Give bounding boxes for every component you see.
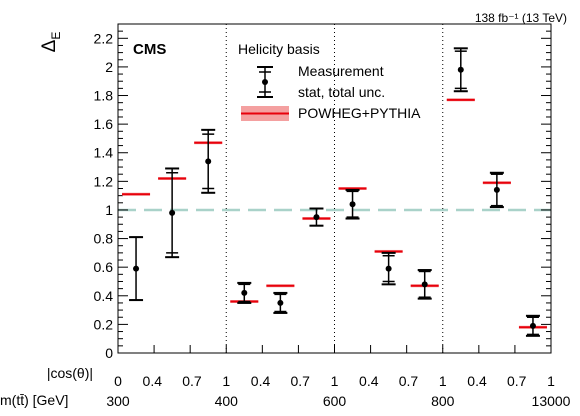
x-axis: |cos(θ)| 0 0.4 0.7 1 0.4 0.7 1 0.4 0.7 1 0.4 0.7 1 m(t… bbox=[0, 345, 571, 409]
x-cos-tick-label: 1 bbox=[439, 373, 447, 389]
y-tick-label: 1 bbox=[105, 202, 113, 218]
x-cos-tick-label: 0.7 bbox=[182, 373, 202, 389]
x-cos-tick-label: 0.4 bbox=[251, 373, 271, 389]
x-row-cos-label: |cos(θ)| bbox=[47, 365, 93, 381]
x-cos-tick-label: 1 bbox=[547, 373, 555, 389]
y-tick-label: 0.6 bbox=[94, 259, 114, 275]
measurement-point bbox=[169, 209, 176, 216]
x-cos-tick-label: 0.4 bbox=[467, 373, 487, 389]
legend-prediction-marker bbox=[241, 106, 289, 121]
legend-measurement-sublabel: stat, total unc. bbox=[298, 84, 385, 100]
measurement-point bbox=[493, 186, 500, 193]
y-tick-label: 1.2 bbox=[94, 173, 114, 189]
measurement-point bbox=[205, 158, 212, 165]
x-cos-tick-label: 0 bbox=[114, 373, 122, 389]
basis-label: Helicity basis bbox=[238, 41, 320, 57]
x-cos-tick-label: 0.4 bbox=[359, 373, 379, 389]
y-tick-label: 0 bbox=[105, 345, 113, 361]
legend: Measurement stat, total unc. POWHEG+PYTH… bbox=[241, 63, 421, 121]
x-mass-tick-label: 600 bbox=[323, 393, 347, 409]
x-cos-tick-label: 1 bbox=[222, 373, 230, 389]
legend-measurement-marker bbox=[257, 66, 273, 98]
y-axis-label: ΔE bbox=[39, 32, 63, 53]
y-tick-label: 2 bbox=[105, 59, 113, 75]
x-mass-tick-label: 400 bbox=[215, 393, 239, 409]
x-cos-tick-label: 0.7 bbox=[290, 373, 310, 389]
measurement-point bbox=[349, 201, 356, 208]
y-tick-label: 0.8 bbox=[94, 231, 114, 247]
measurement-point bbox=[313, 214, 320, 221]
y-axis: 0 0.2 0.4 0.6 0.8 1 1.2 1.4 1.6 1.8 2 2.2 bbox=[94, 30, 551, 361]
measurement-points bbox=[129, 47, 540, 337]
measurement-point bbox=[133, 265, 140, 272]
y-tick-label: 1.4 bbox=[94, 145, 114, 161]
measurement-point bbox=[457, 66, 464, 73]
x-cos-tick-label: 1 bbox=[331, 373, 339, 389]
measurement-point bbox=[421, 281, 428, 288]
y-tick-label: 1.6 bbox=[94, 116, 114, 132]
measurement-point bbox=[385, 265, 392, 272]
x-mass-tick-label: 300 bbox=[106, 393, 130, 409]
y-tick-label: 0.2 bbox=[94, 316, 114, 332]
y-tick-label: 2.2 bbox=[94, 30, 114, 46]
measurement-point bbox=[241, 289, 248, 296]
x-cos-tick-label: 0.7 bbox=[399, 373, 419, 389]
x-mass-tick-label: 800 bbox=[431, 393, 455, 409]
x-mass-tick-label: 13000 bbox=[532, 393, 571, 409]
lumi-label: 138 fb⁻¹ (13 TeV) bbox=[475, 11, 567, 25]
measurement-point bbox=[529, 322, 536, 329]
cms-label: CMS bbox=[133, 41, 166, 58]
x-row-mass-label: m(tt̄) [GeV] bbox=[0, 392, 68, 408]
x-cos-tick-label: 0.7 bbox=[507, 373, 527, 389]
legend-prediction-label: POWHEG+PYTHIA bbox=[298, 105, 421, 121]
y-tick-label: 0.4 bbox=[94, 288, 114, 304]
measurement-point bbox=[277, 299, 284, 306]
y-tick-label: 1.8 bbox=[94, 88, 114, 104]
x-cos-tick-label: 0.4 bbox=[143, 373, 163, 389]
legend-measurement-label: Measurement bbox=[298, 63, 384, 79]
